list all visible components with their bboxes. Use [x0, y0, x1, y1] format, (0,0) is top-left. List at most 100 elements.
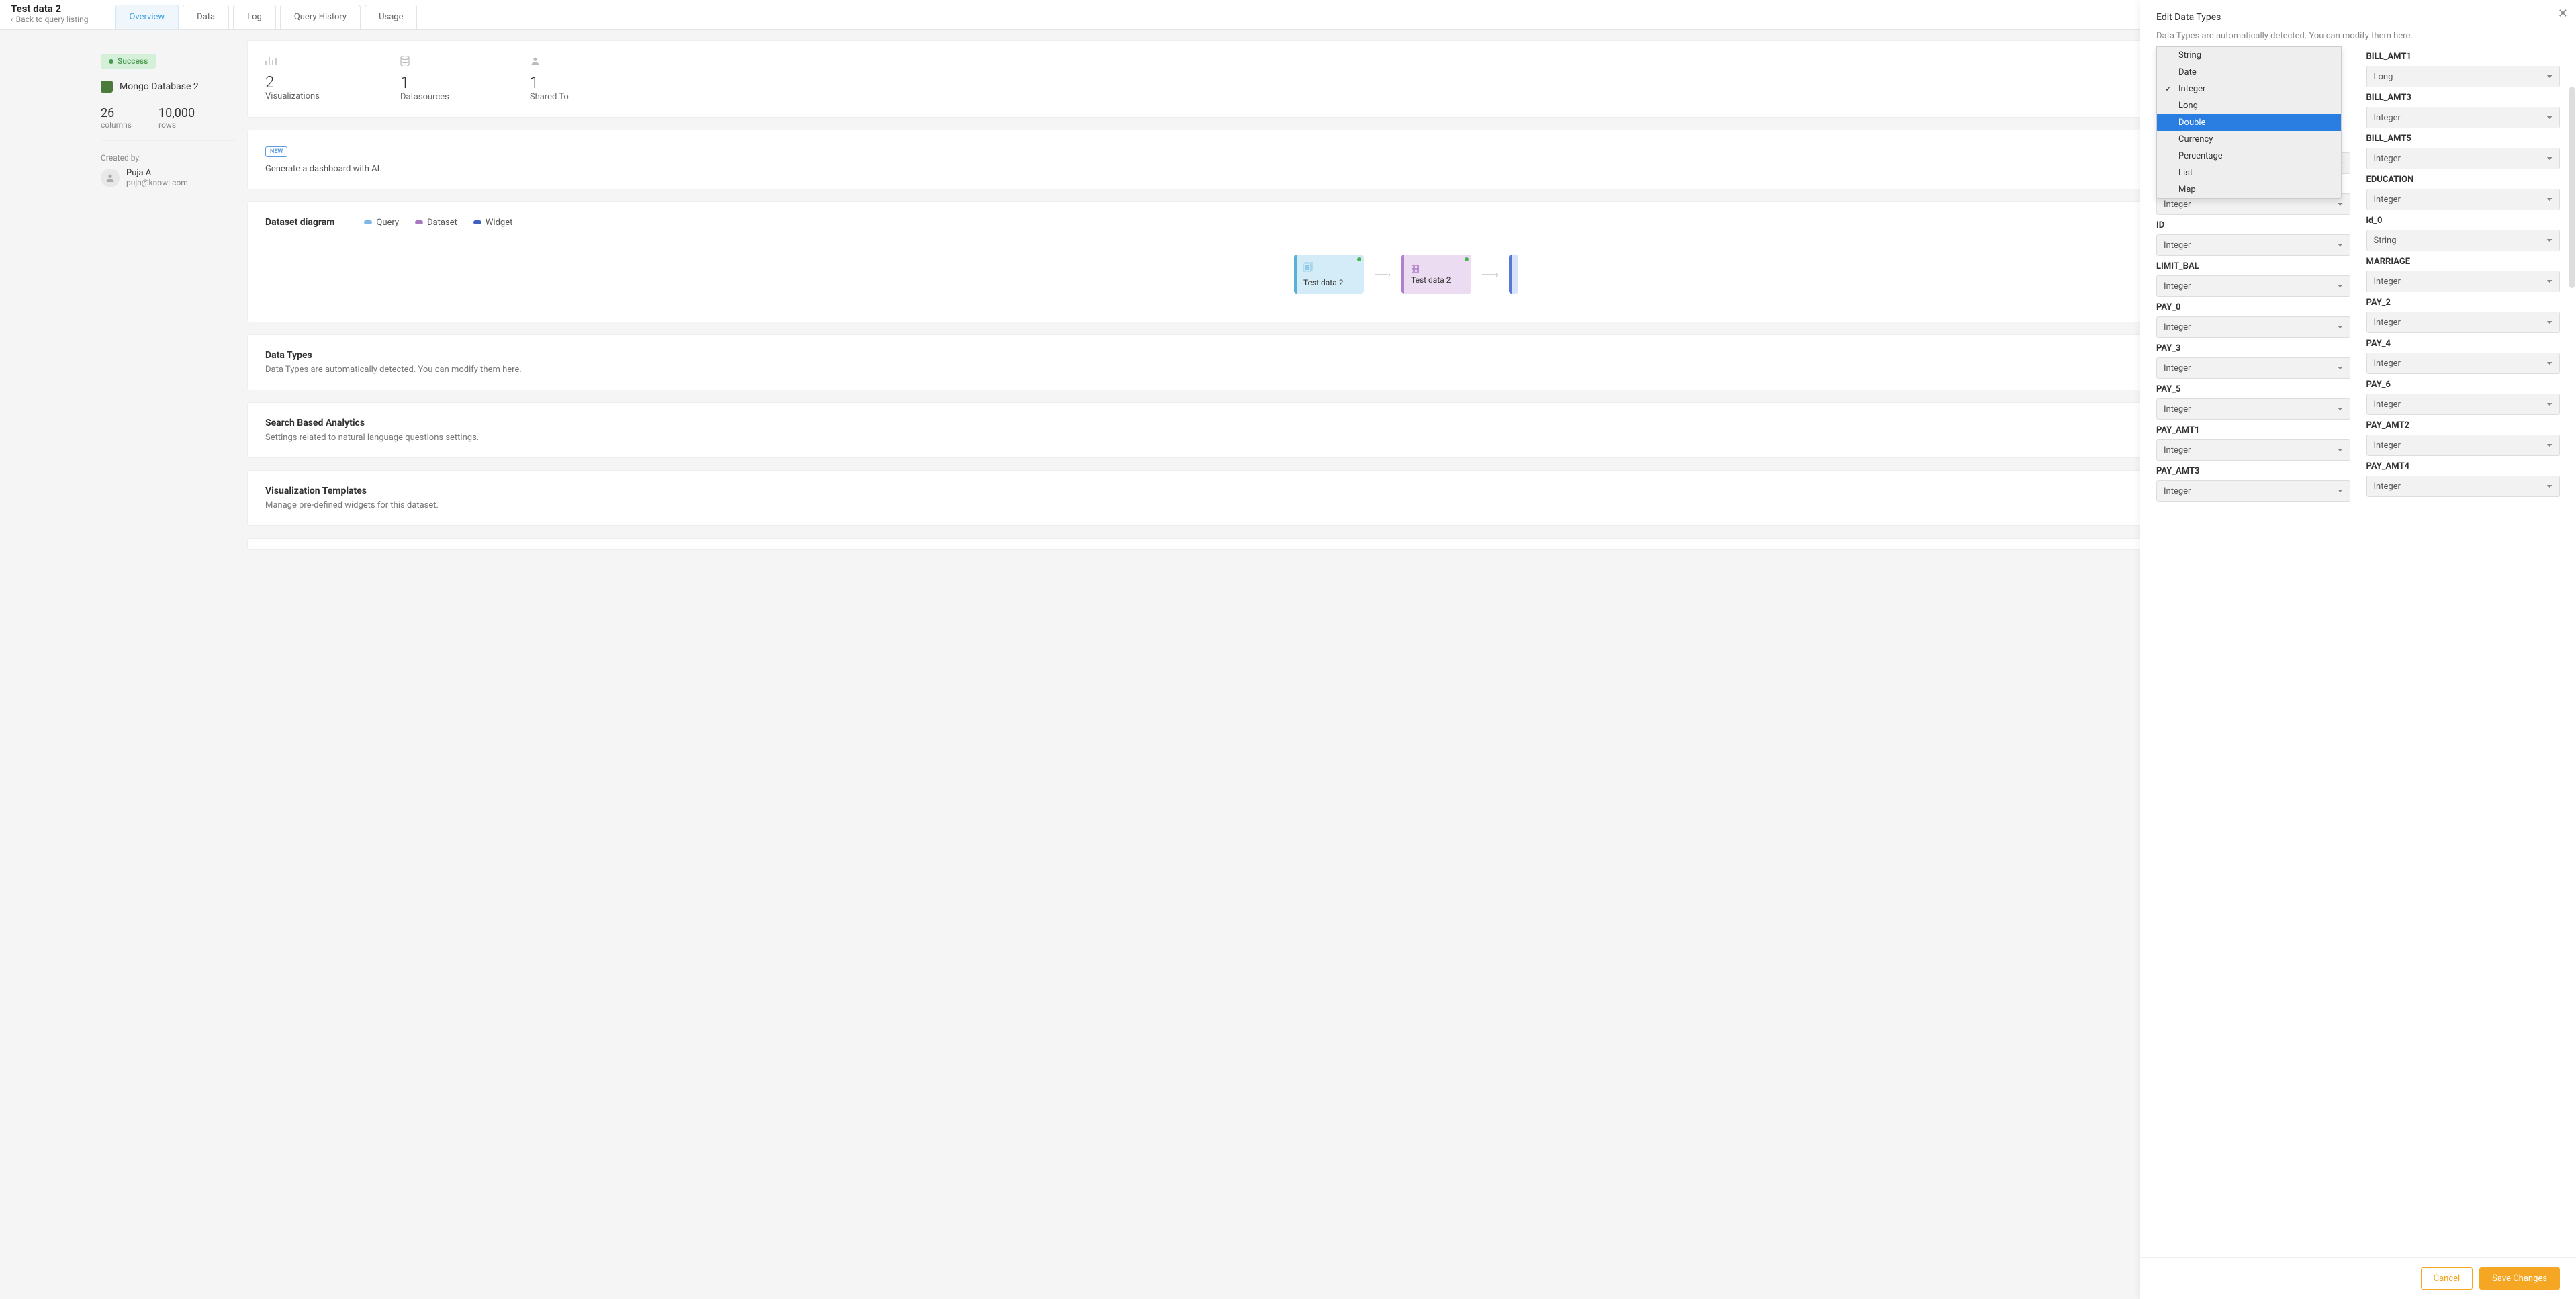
user-email: puja@knowi.com — [126, 178, 188, 187]
field-label: BILL_AMT3 — [2366, 93, 2561, 103]
node-query-label: Test data 2 — [1303, 278, 1344, 287]
dropdown-option-map[interactable]: Map — [2157, 181, 2341, 198]
field-label: PAY_AMT1 — [2156, 425, 2350, 435]
status-label: Success — [118, 56, 148, 66]
type-select[interactable]: Long — [2366, 66, 2561, 87]
field-label: ID — [2156, 220, 2350, 230]
diagram-node-widget[interactable] — [1509, 255, 1518, 294]
cancel-button[interactable]: Cancel — [2421, 1267, 2473, 1290]
arrow-icon: ──› — [1375, 269, 1391, 280]
panel-title: Edit Data Types — [2156, 12, 2560, 23]
field-label: PAY_5 — [2156, 384, 2350, 394]
tab-data[interactable]: Data — [183, 5, 229, 29]
dropdown-option-date[interactable]: Date — [2157, 64, 2341, 81]
rows-label: rows — [158, 120, 195, 130]
type-select[interactable]: Integer — [2366, 148, 2561, 169]
field-BILL_AMT5: BILL_AMT5 Integer — [2366, 134, 2561, 169]
type-select[interactable]: Integer — [2366, 394, 2561, 415]
viz-label: Visualizations — [265, 91, 320, 101]
field-label: PAY_AMT3 — [2156, 466, 2350, 476]
rows-count: 10,000 — [158, 106, 195, 120]
page-title: Test data 2 — [11, 3, 88, 15]
node-dataset-label: Test data 2 — [1411, 275, 1451, 285]
legend-dataset: Dataset — [415, 218, 457, 228]
field-PAY_2: PAY_2 Integer — [2366, 298, 2561, 333]
field-PAY_3: PAY_3Integer — [2156, 343, 2350, 379]
diagram-node-dataset[interactable]: ▦ Test data 2 — [1401, 255, 1471, 294]
type-select[interactable]: Integer — [2156, 234, 2350, 256]
tabs: Overview Data Log Query History Usage — [115, 5, 417, 29]
field-PAY_AMT2: PAY_AMT2 Integer — [2366, 420, 2561, 456]
close-button[interactable]: ✕ — [2558, 7, 2568, 21]
type-select[interactable]: Integer — [2156, 398, 2350, 420]
field-label: PAY_AMT4 — [2366, 461, 2561, 472]
type-select[interactable]: Integer — [2156, 439, 2350, 461]
field-PAY_AMT4: PAY_AMT4 Integer — [2366, 461, 2561, 497]
field-label: id_0 — [2366, 216, 2561, 226]
field-label: PAY_AMT2 — [2366, 420, 2561, 431]
tab-usage[interactable]: Usage — [365, 5, 417, 29]
type-select[interactable]: Integer — [2366, 353, 2561, 374]
type-select[interactable]: Integer — [2366, 189, 2561, 210]
shared-icon — [530, 56, 569, 69]
field-label: PAY_4 — [2366, 339, 2561, 349]
field-label: PAY_6 — [2366, 379, 2561, 390]
field-ID: ID Integer — [2156, 220, 2350, 256]
field-label: LIMIT_BAL — [2156, 261, 2350, 271]
created-by-label: Created by: — [101, 153, 236, 163]
ds-count: 1 — [400, 73, 449, 92]
field-PAY_AMT1: PAY_AMT1 Integer — [2156, 425, 2350, 461]
avatar — [101, 169, 120, 187]
type-select[interactable]: Integer — [2366, 435, 2561, 456]
field-label: PAY_2 — [2366, 298, 2561, 308]
save-changes-button[interactable]: Save Changes — [2479, 1267, 2560, 1290]
chart-icon — [265, 56, 320, 69]
dropdown-option-percentage[interactable]: Percentage — [2157, 148, 2341, 165]
dropdown-option-currency[interactable]: Currency — [2157, 131, 2341, 148]
dropdown-option-long[interactable]: Long — [2157, 97, 2341, 114]
edit-datatypes-panel: Edit Data Types ✕ Data Types are automat… — [2140, 0, 2576, 1299]
ds-label: Datasources — [400, 92, 449, 102]
type-select[interactable]: Integer — [2366, 107, 2561, 128]
query-node-icon: 🗐 — [1303, 261, 1313, 277]
tab-overview[interactable]: Overview — [115, 5, 179, 29]
field-label: EDUCATION — [2366, 175, 2561, 185]
field-BILL_AMT1: BILL_AMT1Long — [2366, 52, 2561, 87]
field-label: BILL_AMT5 — [2366, 134, 2561, 144]
type-select[interactable]: String — [2366, 230, 2561, 251]
back-link-label: Back to query listing — [16, 15, 89, 24]
type-select[interactable]: Integer — [2366, 312, 2561, 333]
field-EDUCATION: EDUCATION Integer — [2366, 175, 2561, 210]
database-name: Mongo Database 2 — [120, 81, 199, 92]
diagram-node-query[interactable]: 🗐 Test data 2 — [1294, 255, 1364, 294]
field-label: PAY_0 — [2156, 302, 2350, 312]
chevron-left-icon: ‹ — [11, 15, 13, 24]
status-dot-icon — [109, 59, 113, 64]
dropdown-option-list[interactable]: List — [2157, 165, 2341, 181]
dropdown-option-integer[interactable]: Integer — [2157, 81, 2341, 97]
arrow-icon: ──› — [1482, 269, 1498, 280]
tab-log[interactable]: Log — [233, 5, 276, 29]
scrollbar[interactable] — [2569, 87, 2575, 288]
user-name: Puja A — [126, 168, 188, 178]
tab-query-history[interactable]: Query History — [280, 5, 361, 29]
field-MARRIAGE: MARRIAGEInteger — [2366, 257, 2561, 292]
type-select[interactable]: Integer — [2156, 480, 2350, 502]
dataset-node-icon: ▦ — [1411, 263, 1420, 274]
columns-label: columns — [101, 120, 132, 130]
type-select[interactable]: Integer — [2156, 275, 2350, 297]
sidebar: Success Mongo Database 2 26 columns 10,0… — [0, 40, 247, 562]
dropdown-option-string[interactable]: String — [2157, 47, 2341, 64]
viz-count: 2 — [265, 73, 320, 91]
status-badge: Success — [101, 54, 156, 69]
type-select[interactable]: Integer — [2156, 316, 2350, 338]
type-select[interactable]: Integer — [2156, 357, 2350, 379]
user-icon — [105, 173, 116, 183]
field-PAY_4: PAY_4 Integer — [2366, 339, 2561, 374]
type-select[interactable]: Integer — [2366, 476, 2561, 497]
dropdown-option-double[interactable]: Double — [2157, 114, 2341, 131]
back-link[interactable]: ‹ Back to query listing — [11, 15, 88, 24]
panel-body: StringDateIntegerLongDoubleCurrencyPerce… — [2140, 46, 2576, 1257]
shared-count: 1 — [530, 73, 569, 92]
type-select[interactable]: Integer — [2366, 271, 2561, 292]
